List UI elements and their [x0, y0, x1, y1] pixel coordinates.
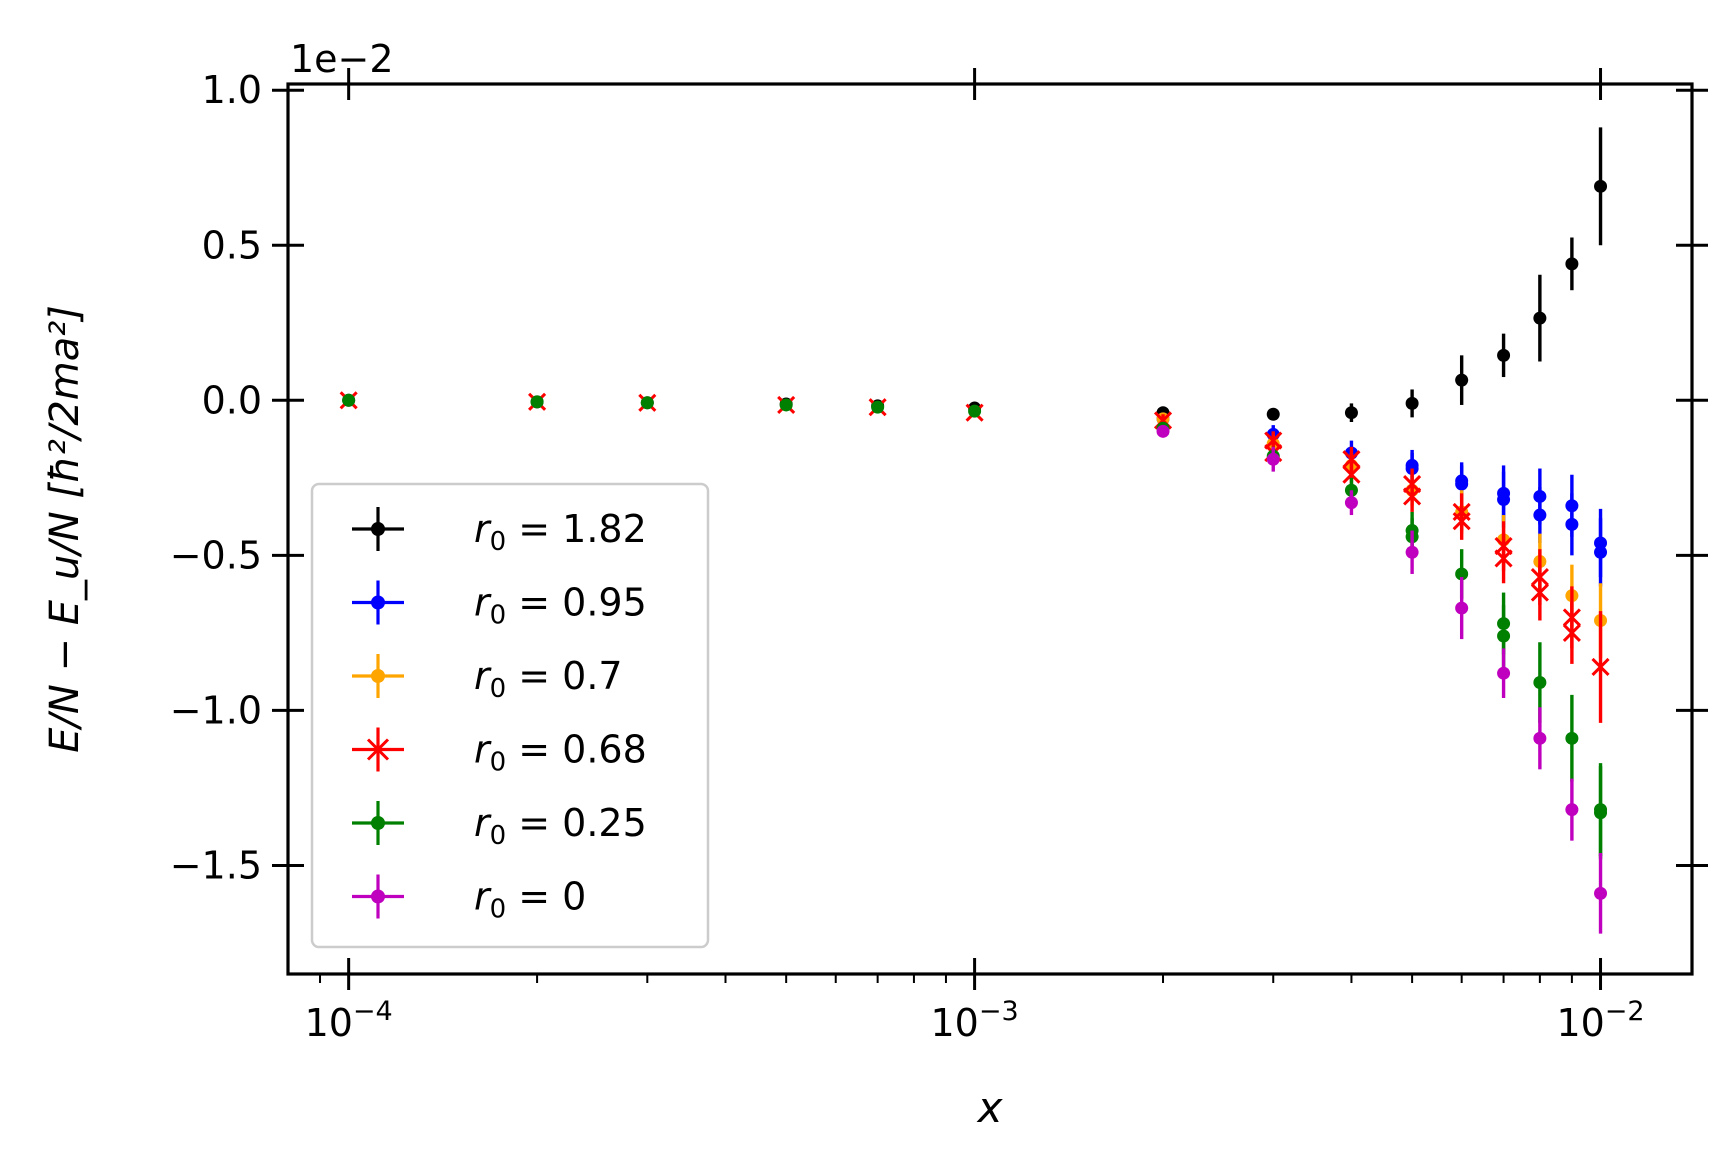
data-point: [1497, 348, 1511, 362]
data-point: [1533, 311, 1547, 325]
data-point: [1497, 493, 1511, 507]
data-point: [1452, 512, 1471, 531]
legend-entry: r0 = 1.82: [352, 507, 647, 557]
data-point: [1530, 583, 1549, 602]
legend-marker: [371, 522, 385, 536]
data-point: [1497, 666, 1511, 680]
data-point: [1342, 450, 1361, 469]
data-point: [1266, 452, 1280, 466]
data-point: [1533, 508, 1547, 522]
data-point: [1533, 676, 1547, 690]
data-point: [1455, 567, 1469, 581]
axes: 1.00.50.0−0.5−1.0−1.510−4 10−3 10−21e−2xE/…: [42, 37, 1708, 1132]
marker-stroke: [1530, 583, 1549, 602]
legend-entry: r0 = 0.68: [352, 727, 647, 778]
legend-marker: [371, 816, 385, 830]
data-point: [530, 395, 544, 409]
data-point: [968, 404, 982, 418]
marker-stroke: [1342, 450, 1361, 469]
y-tick-label: 0.5: [202, 223, 262, 267]
legend: r0 = 1.82 r0 = 0.95 r0 = 0.7 r0 = 0.68 r0 = …: [310, 482, 710, 949]
data-point: [1497, 629, 1511, 643]
marker-stroke: [1452, 512, 1471, 531]
data-point: [1562, 623, 1581, 642]
x-axis-label: x: [976, 1083, 1004, 1132]
marker-stroke: [1591, 657, 1610, 677]
marker-stroke: [1494, 549, 1513, 568]
y-tick-label: −1.5: [170, 843, 262, 887]
y-axis-label: E/N − E_u/N [ħ²/2ma²]: [42, 305, 88, 753]
data-point: [1591, 657, 1610, 677]
y-tick-label: 1.0: [202, 68, 262, 112]
marker-stroke: [1403, 487, 1422, 506]
x-tick-label: 10−4: [305, 996, 393, 1045]
legend-entry: r0 = 0.7: [352, 654, 623, 704]
legend-marker: [371, 595, 385, 610]
data-point: [1494, 549, 1513, 568]
data-point: [1342, 465, 1361, 484]
legend-label: r0 = 0.7: [474, 654, 623, 704]
y-tick-label: −0.5: [170, 533, 262, 577]
data-point: [1455, 373, 1469, 387]
axes-frame: [286, 82, 1694, 976]
legend-marker: [371, 669, 385, 683]
data-point: [1565, 803, 1579, 817]
marker-stroke: [1562, 623, 1581, 642]
legend-entry: r0 = 0: [352, 874, 586, 925]
legend-box: [310, 482, 710, 949]
data-point: [1266, 407, 1280, 421]
data-point: [1344, 406, 1358, 420]
data-point: [779, 398, 793, 412]
data-point: [1405, 396, 1419, 410]
legend-label: r0 = 0: [474, 875, 586, 925]
data-point: [1594, 545, 1608, 559]
data-point: [1594, 886, 1608, 900]
plot-area: [339, 127, 1610, 934]
legend-entry: r0 = 0.25: [352, 801, 647, 851]
data-point: [1565, 257, 1579, 271]
series-0: [1156, 424, 1608, 934]
data-point: [1403, 487, 1422, 506]
y-tick-label: 0.0: [202, 378, 262, 422]
data-point: [1533, 731, 1547, 745]
data-point: [1565, 731, 1579, 745]
data-point: [1565, 517, 1579, 531]
data-point: [1594, 806, 1608, 820]
data-point: [1594, 179, 1608, 193]
data-point: [1156, 424, 1170, 438]
x-tick-label: 10−2: [1556, 996, 1644, 1045]
legend-label: r0 = 0.25: [474, 801, 647, 851]
data-point: [1455, 477, 1469, 491]
data-point: [1405, 545, 1419, 559]
data-point: [640, 396, 654, 410]
legend-entry: r0 = 0.95: [352, 580, 647, 631]
legend-label: r0 = 0.95: [474, 581, 647, 631]
data-point: [1344, 496, 1358, 510]
marker-stroke: [1342, 465, 1361, 484]
y-tick-label: −1.0: [170, 688, 262, 732]
legend-marker: [371, 889, 385, 904]
data-point: [1455, 601, 1469, 615]
legend-label: r0 = 1.82: [474, 507, 647, 557]
data-point: [871, 400, 885, 414]
legend-label: r0 = 0.68: [474, 728, 647, 778]
data-point: [342, 393, 356, 407]
y-offset-text: 1e−2: [290, 37, 394, 81]
legend-marker: [366, 738, 390, 761]
